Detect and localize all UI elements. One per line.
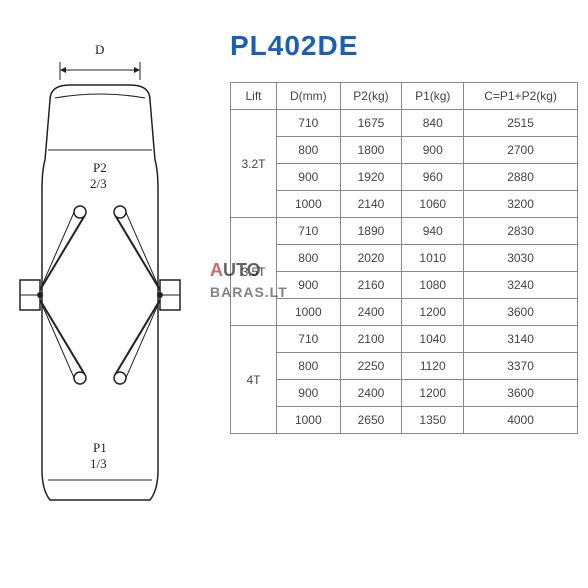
table-cell: 960: [402, 164, 464, 191]
table-row: 80018009002700: [231, 137, 578, 164]
table-cell: 3370: [464, 353, 578, 380]
table-cell: 710: [276, 218, 340, 245]
table-cell: 2100: [340, 326, 402, 353]
table-cell: 800: [276, 245, 340, 272]
model-title: PL402DE: [230, 30, 578, 62]
table-row: 3.2T71016758402515: [231, 110, 578, 137]
table-cell: 1200: [402, 299, 464, 326]
p2-label: P2: [93, 160, 107, 176]
table-header: Lift: [231, 83, 277, 110]
table-cell: 1890: [340, 218, 402, 245]
table-cell: 2400: [340, 380, 402, 407]
table-cell: 1040: [402, 326, 464, 353]
table-cell: 2250: [340, 353, 402, 380]
table-cell: 1080: [402, 272, 464, 299]
table-cell: 3240: [464, 272, 578, 299]
table-cell: 2400: [340, 299, 402, 326]
table-row: 4T710210010403140: [231, 326, 578, 353]
table-cell: 3200: [464, 191, 578, 218]
table-cell: 2160: [340, 272, 402, 299]
table-cell: 900: [276, 164, 340, 191]
table-cell: 2020: [340, 245, 402, 272]
table-cell: 1200: [402, 380, 464, 407]
table-row: 900216010803240: [231, 272, 578, 299]
table-row: 1000214010603200: [231, 191, 578, 218]
table-cell: 4000: [464, 407, 578, 434]
table-header: P1(kg): [402, 83, 464, 110]
table-cell: 2880: [464, 164, 578, 191]
table-cell: 2515: [464, 110, 578, 137]
table-cell: 900: [402, 137, 464, 164]
table-row: 3.5T71018909402830: [231, 218, 578, 245]
table-cell: 2650: [340, 407, 402, 434]
table-cell: 2830: [464, 218, 578, 245]
p2-fraction: 2/3: [90, 176, 107, 192]
spec-table: LiftD(mm)P2(kg)P1(kg)C=P1+P2(kg) 3.2T710…: [230, 82, 578, 434]
table-cell: 2140: [340, 191, 402, 218]
table-cell: 1060: [402, 191, 464, 218]
table-cell: 3030: [464, 245, 578, 272]
table-cell: 1010: [402, 245, 464, 272]
table-cell: 1000: [276, 191, 340, 218]
table-cell: 2700: [464, 137, 578, 164]
table-row: 800225011203370: [231, 353, 578, 380]
table-cell: 1000: [276, 407, 340, 434]
table-row: 1000265013504000: [231, 407, 578, 434]
dimension-d-label: D: [95, 42, 104, 58]
table-row: 800202010103030: [231, 245, 578, 272]
table-cell: 900: [276, 380, 340, 407]
table-cell: 840: [402, 110, 464, 137]
lift-cell: 3.5T: [231, 218, 277, 326]
table-cell: 3600: [464, 299, 578, 326]
table-header: C=P1+P2(kg): [464, 83, 578, 110]
table-cell: 1920: [340, 164, 402, 191]
table-cell: 3600: [464, 380, 578, 407]
table-cell: 1800: [340, 137, 402, 164]
table-cell: 3140: [464, 326, 578, 353]
table-header: P2(kg): [340, 83, 402, 110]
table-cell: 1350: [402, 407, 464, 434]
table-cell: 1120: [402, 353, 464, 380]
table-cell: 900: [276, 272, 340, 299]
lift-cell: 4T: [231, 326, 277, 434]
table-header: D(mm): [276, 83, 340, 110]
table-cell: 710: [276, 326, 340, 353]
table-cell: 800: [276, 137, 340, 164]
table-cell: 710: [276, 110, 340, 137]
table-cell: 940: [402, 218, 464, 245]
table-row: 900240012003600: [231, 380, 578, 407]
table-row: 1000240012003600: [231, 299, 578, 326]
table-cell: 800: [276, 353, 340, 380]
p1-label: P1: [93, 440, 107, 456]
p1-fraction: 1/3: [90, 456, 107, 472]
table-row: 90019209602880: [231, 164, 578, 191]
diagram-panel: D: [0, 0, 220, 588]
table-cell: 1000: [276, 299, 340, 326]
lift-cell: 3.2T: [231, 110, 277, 218]
table-cell: 1675: [340, 110, 402, 137]
